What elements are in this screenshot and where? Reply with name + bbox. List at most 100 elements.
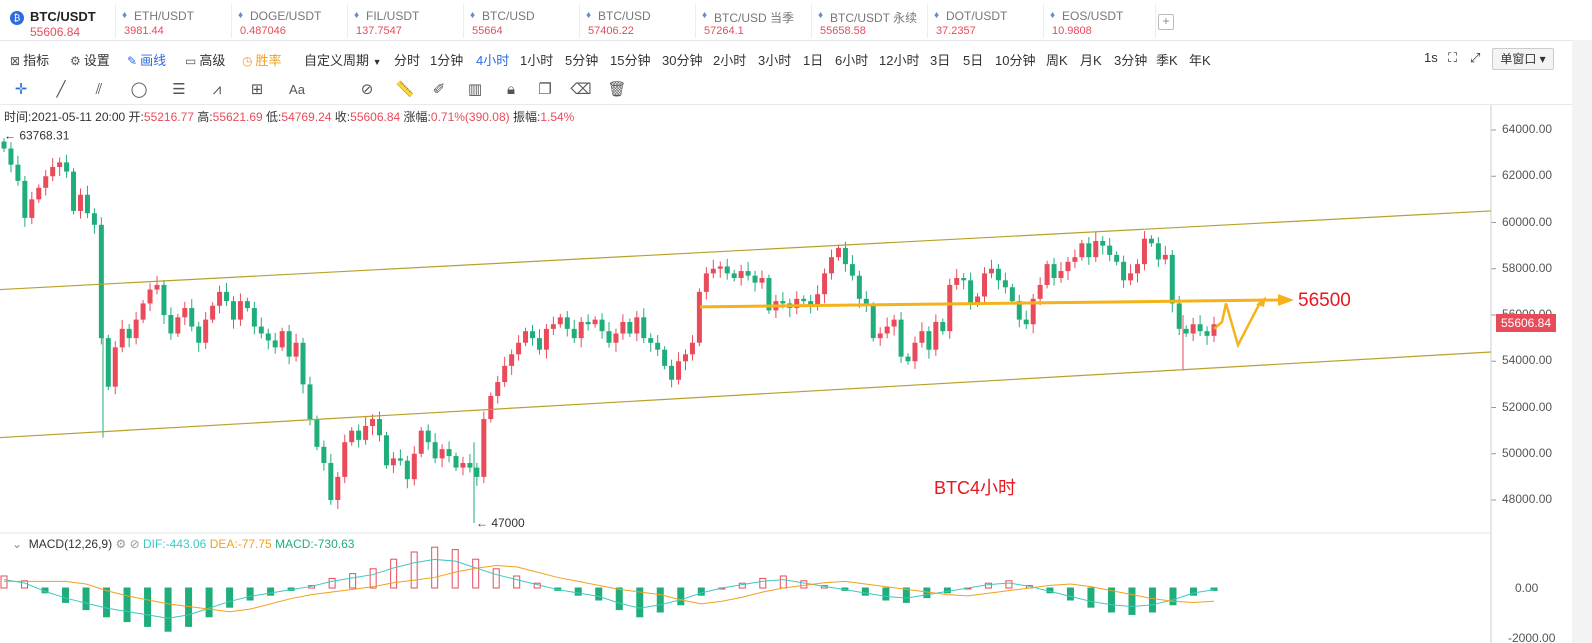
candle-body — [1204, 331, 1210, 336]
advanced-button[interactable]: ▭ 高级 — [185, 50, 225, 69]
scrollbar[interactable] — [1572, 40, 1592, 643]
custom-period-dropdown[interactable]: 自定义周期 ▼ — [304, 50, 382, 69]
ticker-tab-3[interactable]: ♦ FIL/USDT 137.7547 — [348, 4, 464, 38]
macd-bar — [800, 580, 808, 589]
wave-tool-icon[interactable]: ⩘ — [212, 81, 222, 98]
candle-body — [1, 141, 7, 149]
drawing-tools: ✛ ╱ ⫽ ◯ ☰ ⩘ ⊞ Aa ⊘ 📏 ✐ ▥ 🔒︎ ❐ ⌫ 🗑︎ — [0, 76, 1592, 105]
draw-label: 画线 — [140, 53, 167, 68]
window-mode-label: 单窗口 — [1500, 52, 1537, 66]
target-arrowhead — [1278, 293, 1294, 306]
macd-bar — [164, 587, 172, 632]
period-1[interactable]: 1分钟 — [430, 53, 464, 68]
lock-icon[interactable]: 🔒︎ — [507, 81, 515, 98]
ticker-tab-9[interactable]: ♦ EOS/USDT 10.9808 — [1044, 4, 1156, 38]
period-13[interactable]: 5日 — [963, 53, 984, 68]
settings-button[interactable]: ⚙ 设置 — [70, 50, 110, 69]
macd-bar — [451, 549, 459, 589]
period-8[interactable]: 3小时 — [758, 53, 792, 68]
ruler-icon[interactable]: 📏 — [395, 81, 415, 98]
period-0[interactable]: 分时 — [394, 53, 421, 68]
crosshair-icon[interactable]: ✛ — [14, 81, 28, 98]
period-3[interactable]: 1小时 — [520, 53, 554, 68]
high-label: 高: — [197, 110, 213, 124]
ticker-tab-1[interactable]: ♦ ETH/USDT 3981.44 — [116, 4, 232, 38]
ray-tool-icon[interactable]: ⫽ — [95, 81, 103, 98]
ticker-tab-4[interactable]: ♦ BTC/USD 55664 — [464, 4, 580, 38]
visibility-icon[interactable]: ⊘ — [129, 537, 140, 551]
trash-icon[interactable]: 🗑︎ — [607, 81, 627, 98]
ticker-price: 0.487046 — [240, 25, 286, 37]
macd-bar — [226, 587, 234, 608]
macd-bar — [1210, 587, 1218, 591]
gear-icon: ⚙ — [70, 54, 81, 68]
candle-body — [606, 331, 612, 343]
ticker-tab-8[interactable]: ♦ DOT/USDT 37.2357 — [928, 4, 1044, 38]
period-7[interactable]: 2小时 — [713, 53, 747, 68]
expand-icon[interactable]: ⤢ — [1470, 50, 1481, 65]
period-16[interactable]: 月K — [1080, 53, 1102, 68]
candle-body — [1128, 273, 1134, 281]
refresh-rate[interactable]: 1s — [1424, 50, 1438, 65]
add-tab-button[interactable]: + — [1158, 14, 1174, 30]
indicator-button[interactable]: ⊠ 指标 — [10, 50, 49, 69]
candle-body — [1065, 261, 1071, 272]
period-5[interactable]: 15分钟 — [610, 53, 651, 68]
ticker-name: BTC/USDT 永续 — [830, 11, 918, 25]
brush-icon[interactable]: ✐ — [432, 81, 446, 98]
candle-body — [244, 301, 250, 309]
macd-bar — [656, 587, 664, 613]
period-11[interactable]: 12小时 — [879, 53, 920, 68]
candle-body — [335, 476, 341, 500]
copy-icon[interactable]: ❐ — [538, 81, 552, 98]
candle-body — [1121, 261, 1127, 281]
period-4[interactable]: 5分钟 — [565, 53, 599, 68]
ticker-tab-5[interactable]: ♦ BTC/USD 57406.22 — [580, 4, 696, 38]
eraser-icon[interactable]: ⌫ — [570, 81, 592, 98]
clock-icon: ◷ — [242, 54, 253, 68]
period-15[interactable]: 周K — [1046, 53, 1068, 68]
period-18[interactable]: 季K — [1156, 53, 1178, 68]
period-17[interactable]: 3分钟 — [1114, 53, 1148, 68]
rectangle-tool-icon[interactable]: ⊞ — [250, 81, 264, 98]
period-12[interactable]: 3日 — [930, 53, 951, 68]
ticker-tab-2[interactable]: ♦ DOGE/USDT 0.487046 — [232, 4, 348, 38]
period-9[interactable]: 1日 — [803, 53, 824, 68]
magnet-icon[interactable]: ⊘ — [360, 81, 374, 98]
line-tool-icon[interactable]: ╱ — [56, 81, 66, 98]
period-2[interactable]: 4小时 — [476, 53, 510, 68]
period-10[interactable]: 6小时 — [835, 53, 869, 68]
candle-body — [717, 266, 723, 269]
draw-button[interactable]: ✎ 画线 — [127, 50, 166, 69]
candle-body — [328, 463, 334, 500]
candle-body — [912, 342, 918, 362]
window-mode-select[interactable]: 单窗口 ▾ — [1492, 48, 1554, 70]
low-label: 低: — [266, 110, 282, 124]
candle-body — [1135, 264, 1141, 274]
candle-body — [1051, 264, 1057, 278]
candle-body — [808, 301, 814, 306]
candle-style-icon[interactable]: ▥ — [467, 81, 483, 98]
macd-bar — [267, 587, 275, 596]
period-14[interactable]: 10分钟 — [995, 53, 1036, 68]
ellipse-tool-icon[interactable]: ◯ — [130, 81, 148, 98]
ticker-tab-6[interactable]: ♦ BTC/USD 当季 57264.1 — [696, 4, 812, 38]
candle-body — [536, 338, 542, 350]
candle-body — [488, 395, 494, 420]
winrate-button[interactable]: ◷ 胜率 — [242, 50, 282, 69]
candle-body — [1086, 243, 1092, 258]
ticker-tab-0[interactable]: ₿ BTC/USDT 55606.84 — [0, 4, 116, 39]
parallel-lines-icon[interactable]: ☰ — [172, 81, 186, 98]
collapse-icon[interactable]: ⌄ — [12, 537, 23, 551]
text-tool-icon[interactable]: Aa — [289, 82, 305, 97]
ticker-tab-7[interactable]: ♦ BTC/USDT 永续 55658.58 — [812, 4, 928, 38]
macd-bar — [328, 577, 336, 589]
high-value: 55621.69 — [212, 110, 263, 124]
period-6[interactable]: 30分钟 — [662, 53, 703, 68]
candle-body — [752, 275, 758, 283]
settings-icon[interactable]: ⚙ — [115, 537, 127, 551]
fullscreen-icon[interactable]: ⛶ — [1448, 50, 1458, 65]
period-19[interactable]: 年K — [1189, 53, 1211, 68]
candle-body — [961, 278, 967, 281]
